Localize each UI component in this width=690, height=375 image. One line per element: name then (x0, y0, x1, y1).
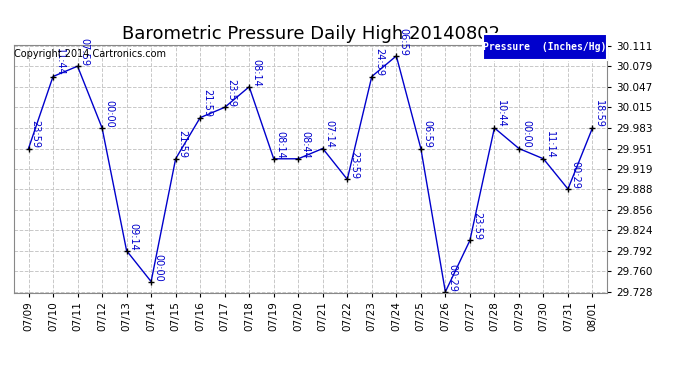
Text: 00:00: 00:00 (104, 100, 114, 128)
Text: 18:59: 18:59 (595, 100, 604, 128)
Text: 08:44: 08:44 (300, 131, 310, 159)
Text: 07:59: 07:59 (79, 38, 90, 66)
Text: Pressure  (Inches/Hg): Pressure (Inches/Hg) (484, 42, 607, 52)
Text: 00:00: 00:00 (153, 254, 163, 281)
Text: 08:14: 08:14 (251, 59, 261, 87)
Text: 23:59: 23:59 (226, 79, 237, 107)
Text: 21:59: 21:59 (177, 130, 188, 159)
Text: 21:59: 21:59 (202, 89, 212, 117)
Text: 00:29: 00:29 (447, 264, 457, 291)
Text: 00:29: 00:29 (570, 161, 580, 189)
Text: 23:59: 23:59 (472, 212, 482, 240)
Text: 11:44: 11:44 (55, 48, 65, 76)
Text: 08:14: 08:14 (276, 131, 286, 159)
Text: Copyright 2014 Cartronics.com: Copyright 2014 Cartronics.com (14, 49, 166, 59)
Text: 07:14: 07:14 (325, 120, 335, 148)
Text: 10:44: 10:44 (496, 100, 506, 128)
Text: 06:59: 06:59 (423, 120, 433, 148)
Text: 11:14: 11:14 (545, 131, 555, 159)
Text: 09:14: 09:14 (128, 223, 139, 251)
Text: 00:00: 00:00 (521, 120, 531, 148)
Text: 06:59: 06:59 (398, 28, 408, 56)
Text: 23:59: 23:59 (349, 151, 359, 179)
Text: 24:59: 24:59 (374, 48, 384, 76)
Text: 23:59: 23:59 (30, 120, 41, 148)
Title: Barometric Pressure Daily High 20140802: Barometric Pressure Daily High 20140802 (121, 26, 500, 44)
